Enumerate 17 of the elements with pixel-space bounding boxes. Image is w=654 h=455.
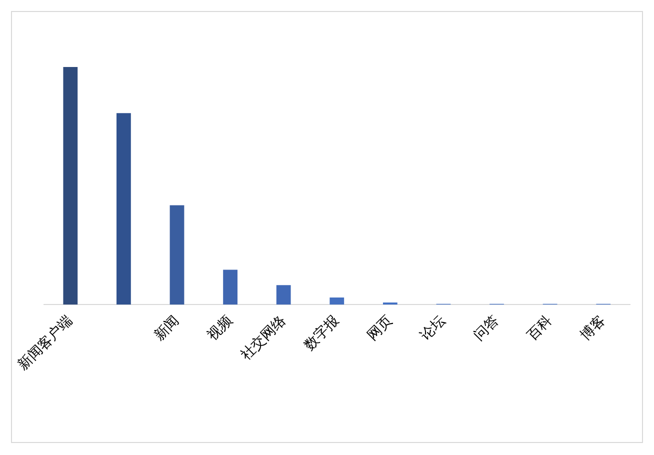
- x-tick-label: 论坛: [418, 312, 449, 344]
- x-tick-label: 新闻: [151, 312, 182, 344]
- bar: [330, 297, 344, 305]
- x-tick-label: 博客: [578, 312, 609, 344]
- bar: [116, 113, 131, 305]
- bar: [382, 302, 398, 305]
- x-tick-label: 视频: [204, 312, 236, 344]
- x-tick-label: 社交网络: [238, 312, 289, 364]
- x-tick-label: 百科: [524, 312, 556, 344]
- x-tick-label: 问答: [471, 312, 502, 344]
- x-tick-label: 数字报: [301, 312, 342, 354]
- x-tick-label: 新闻客户端: [15, 312, 76, 374]
- bar: [276, 285, 291, 305]
- x-tick-label: 网页: [364, 312, 396, 344]
- bar: [170, 205, 184, 305]
- bar: [63, 67, 78, 305]
- bar: [223, 270, 238, 305]
